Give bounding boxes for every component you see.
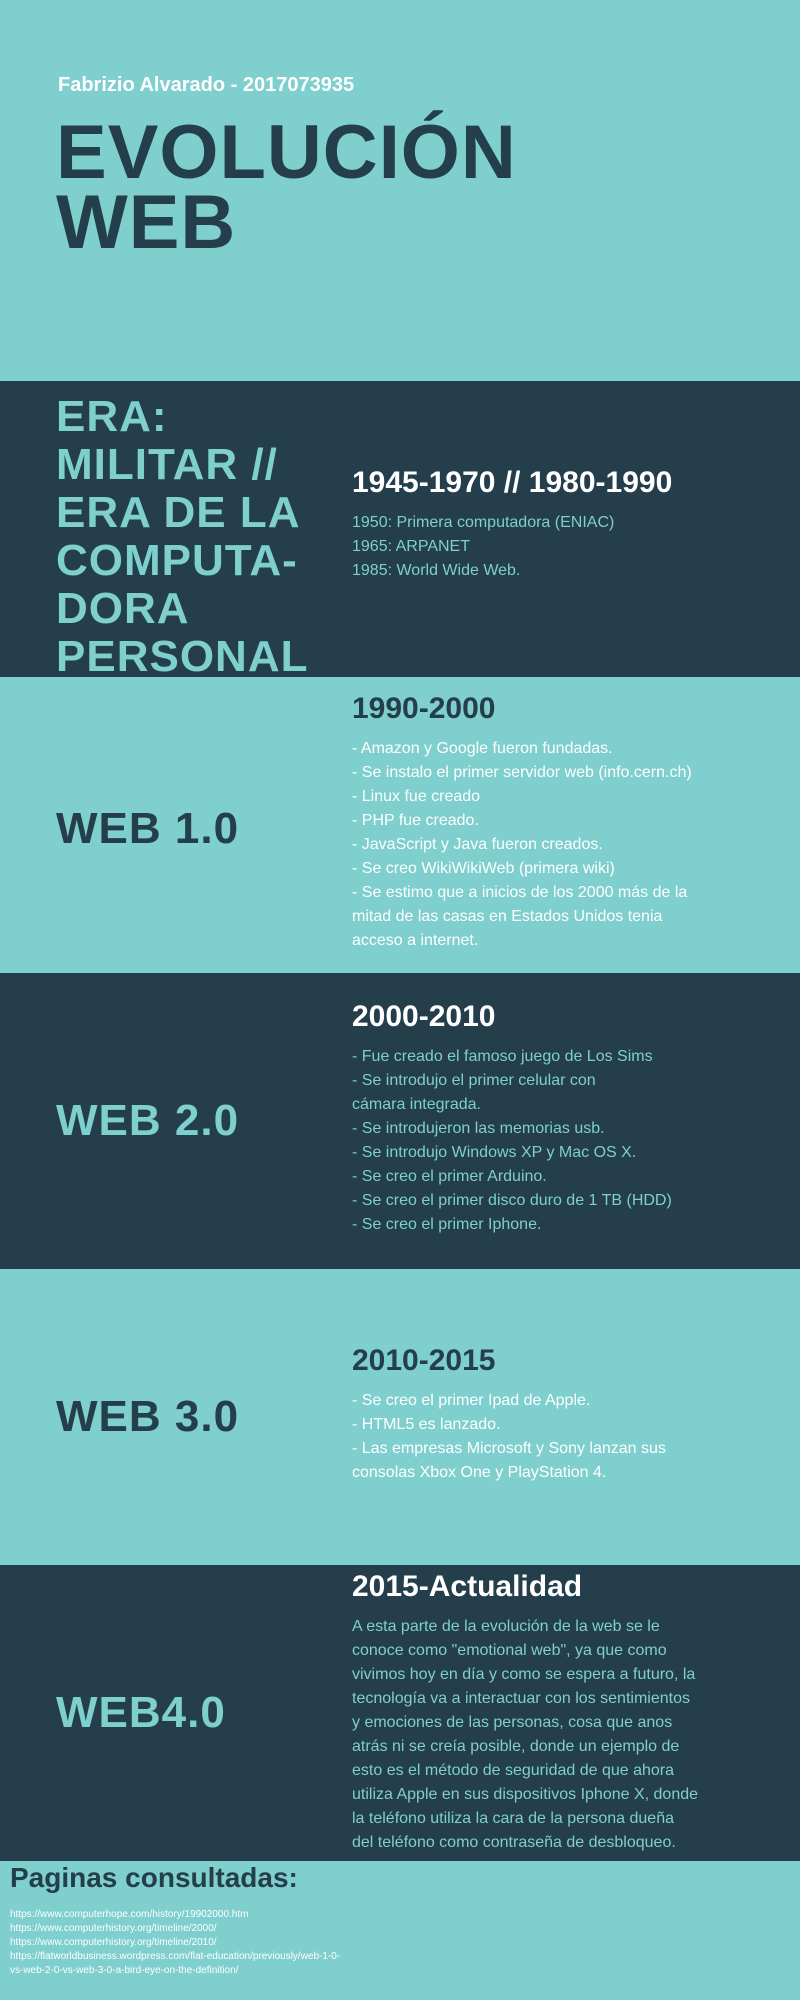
reference-link[interactable]: https://www.computerhope.com/history/199… [10,1909,249,1920]
section-lines: - Se creo el primer Ipad de Apple. - HTM… [352,1389,752,1485]
section-content: 2015-Actualidad A esta parte de la evolu… [352,1569,752,1855]
paragraph-line: A esta parte de la evolución de la web s… [352,1618,660,1635]
paragraph-line: atrás ni se creía posible, donde un ejem… [352,1738,680,1755]
list-item: cámara integrada. [352,1096,481,1113]
section-title: WEB4.0 [56,1688,226,1737]
section-content: 2000-2010 - Fue creado el famoso juego d… [352,999,752,1237]
section-title-line: ERA DE LA [56,488,301,537]
list-item: acceso a internet. [352,932,479,949]
author-name: Fabrizio Alvarado - 2017073935 [58,74,355,96]
list-item: 1965: ARPANET [352,538,470,555]
list-item: - Se creo el primer disco duro de 1 TB (… [352,1192,672,1209]
section-web-3-0: WEB 3.0 2010-2015 - Se creo el primer Ip… [0,1269,800,1565]
section-period: 1945-1970 // 1980-1990 [352,466,673,499]
references-list: https://www.computerhope.com/history/199… [10,1908,430,1978]
section-content: 1990-2000 - Amazon y Google fueron funda… [352,691,752,953]
paragraph-line: tecnología va a interactuar con los sent… [352,1690,690,1707]
reference-link[interactable]: https://www.computerhistory.org/timeline… [10,1937,217,1948]
reference-link[interactable]: vs-web-2-0-vs-web-3-0-a-bird-eye-on-the-… [10,1965,239,1976]
section-title-line: DORA [56,584,190,633]
section-lines: 1950: Primera computadora (ENIAC) 1965: … [352,511,752,583]
section-web-1-0: WEB 1.0 1990-2000 - Amazon y Google fuer… [0,677,800,973]
section-period: 2000-2010 [352,1000,496,1033]
list-item: - Se introdujo el primer celular con [352,1072,596,1089]
list-item: - Amazon y Google fueron fundadas. [352,740,613,757]
paragraph-line: la teléfono utiliza la cara de la person… [352,1810,674,1827]
title-line-1: EVOLUCIÓN [56,110,517,195]
list-item: - HTML5 es lanzado. [352,1416,501,1433]
list-item: - Linux fue creado [352,788,481,805]
section-title: WEB 1.0 [56,804,240,853]
list-item: - Se introdujeron las memorias usb. [352,1120,605,1137]
section-title: ERA: MILITAR // ERA DE LA COMPUTA- DORA … [56,393,308,681]
list-item: - Se estimo que a inicios de los 2000 má… [352,884,688,901]
list-item: - Las empresas Microsoft y Sony lanzan s… [352,1440,666,1457]
section-title-line: COMPUTA- [56,536,298,585]
list-item: - Se creo el primer Arduino. [352,1168,547,1185]
section-title: WEB 3.0 [56,1392,240,1441]
section-period: 2010-2015 [352,1344,496,1377]
section-period: 1990-2000 [352,692,496,725]
section-title-line: PERSONAL [56,632,309,681]
section-lines: - Fue creado el famoso juego de Los Sims… [352,1045,752,1237]
paragraph-line: y emociones de las personas, cosa que an… [352,1714,673,1731]
paragraph-line: vivimos hoy en día y como se espera a fu… [352,1666,696,1683]
section-web-2-0: WEB 2.0 2000-2010 - Fue creado el famoso… [0,973,800,1269]
section-paragraph: A esta parte de la evolución de la web s… [352,1615,752,1855]
section-era-militar: ERA: MILITAR // ERA DE LA COMPUTA- DORA … [0,381,800,681]
section-web-4-0: WEB4.0 2015-Actualidad A esta parte de l… [0,1565,800,1861]
references-title: Paginas consultadas: [10,1862,298,1893]
reference-link[interactable]: https://www.computerhistory.org/timeline… [10,1923,217,1934]
list-item: - Se creo el primer Ipad de Apple. [352,1392,591,1409]
list-item: - Se creo WikiWikiWeb (primera wiki) [352,860,615,877]
list-item: 1950: Primera computadora (ENIAC) [352,514,615,531]
list-item: - Se creo el primer Iphone. [352,1216,542,1233]
paragraph-line: utiliza Apple en sus dispositivos Iphone… [352,1786,699,1803]
section-title: WEB 2.0 [56,1096,240,1145]
list-item: - JavaScript y Java fueron creados. [352,836,603,853]
title-line-2: WEB [56,180,237,265]
section-period: 2015-Actualidad [352,1570,583,1603]
list-item: mitad de las casas en Estados Unidos ten… [352,908,663,925]
section-title-line: ERA: [56,392,168,441]
header: Fabrizio Alvarado - 2017073935 EVOLUCIÓN… [0,0,800,381]
section-content: 2010-2015 - Se creo el primer Ipad de Ap… [352,1343,752,1485]
list-item: - PHP fue creado. [352,812,479,829]
list-item: consolas Xbox One y PlayStation 4. [352,1464,607,1481]
section-title-line: MILITAR // [56,440,278,489]
list-item: - Se instalo el primer servidor web (inf… [352,764,692,781]
paragraph-line: esto es el método de seguridad de que ah… [352,1762,675,1779]
page-title: EVOLUCIÓN WEB [56,110,517,265]
section-lines: - Amazon y Google fueron fundadas. - Se … [352,737,752,953]
paragraph-line: del teléfono como contraseña de desbloqu… [352,1834,676,1851]
reference-link[interactable]: https://flatworldbusiness.wordpress.com/… [10,1951,341,1962]
list-item: - Fue creado el famoso juego de Los Sims [352,1048,653,1065]
section-content: 1945-1970 // 1980-1990 1950: Primera com… [352,465,752,583]
paragraph-line: conoce como "emotional web", ya que como [352,1642,667,1659]
list-item: 1985: World Wide Web. [352,562,521,579]
list-item: - Se introdujo Windows XP y Mac OS X. [352,1144,637,1161]
